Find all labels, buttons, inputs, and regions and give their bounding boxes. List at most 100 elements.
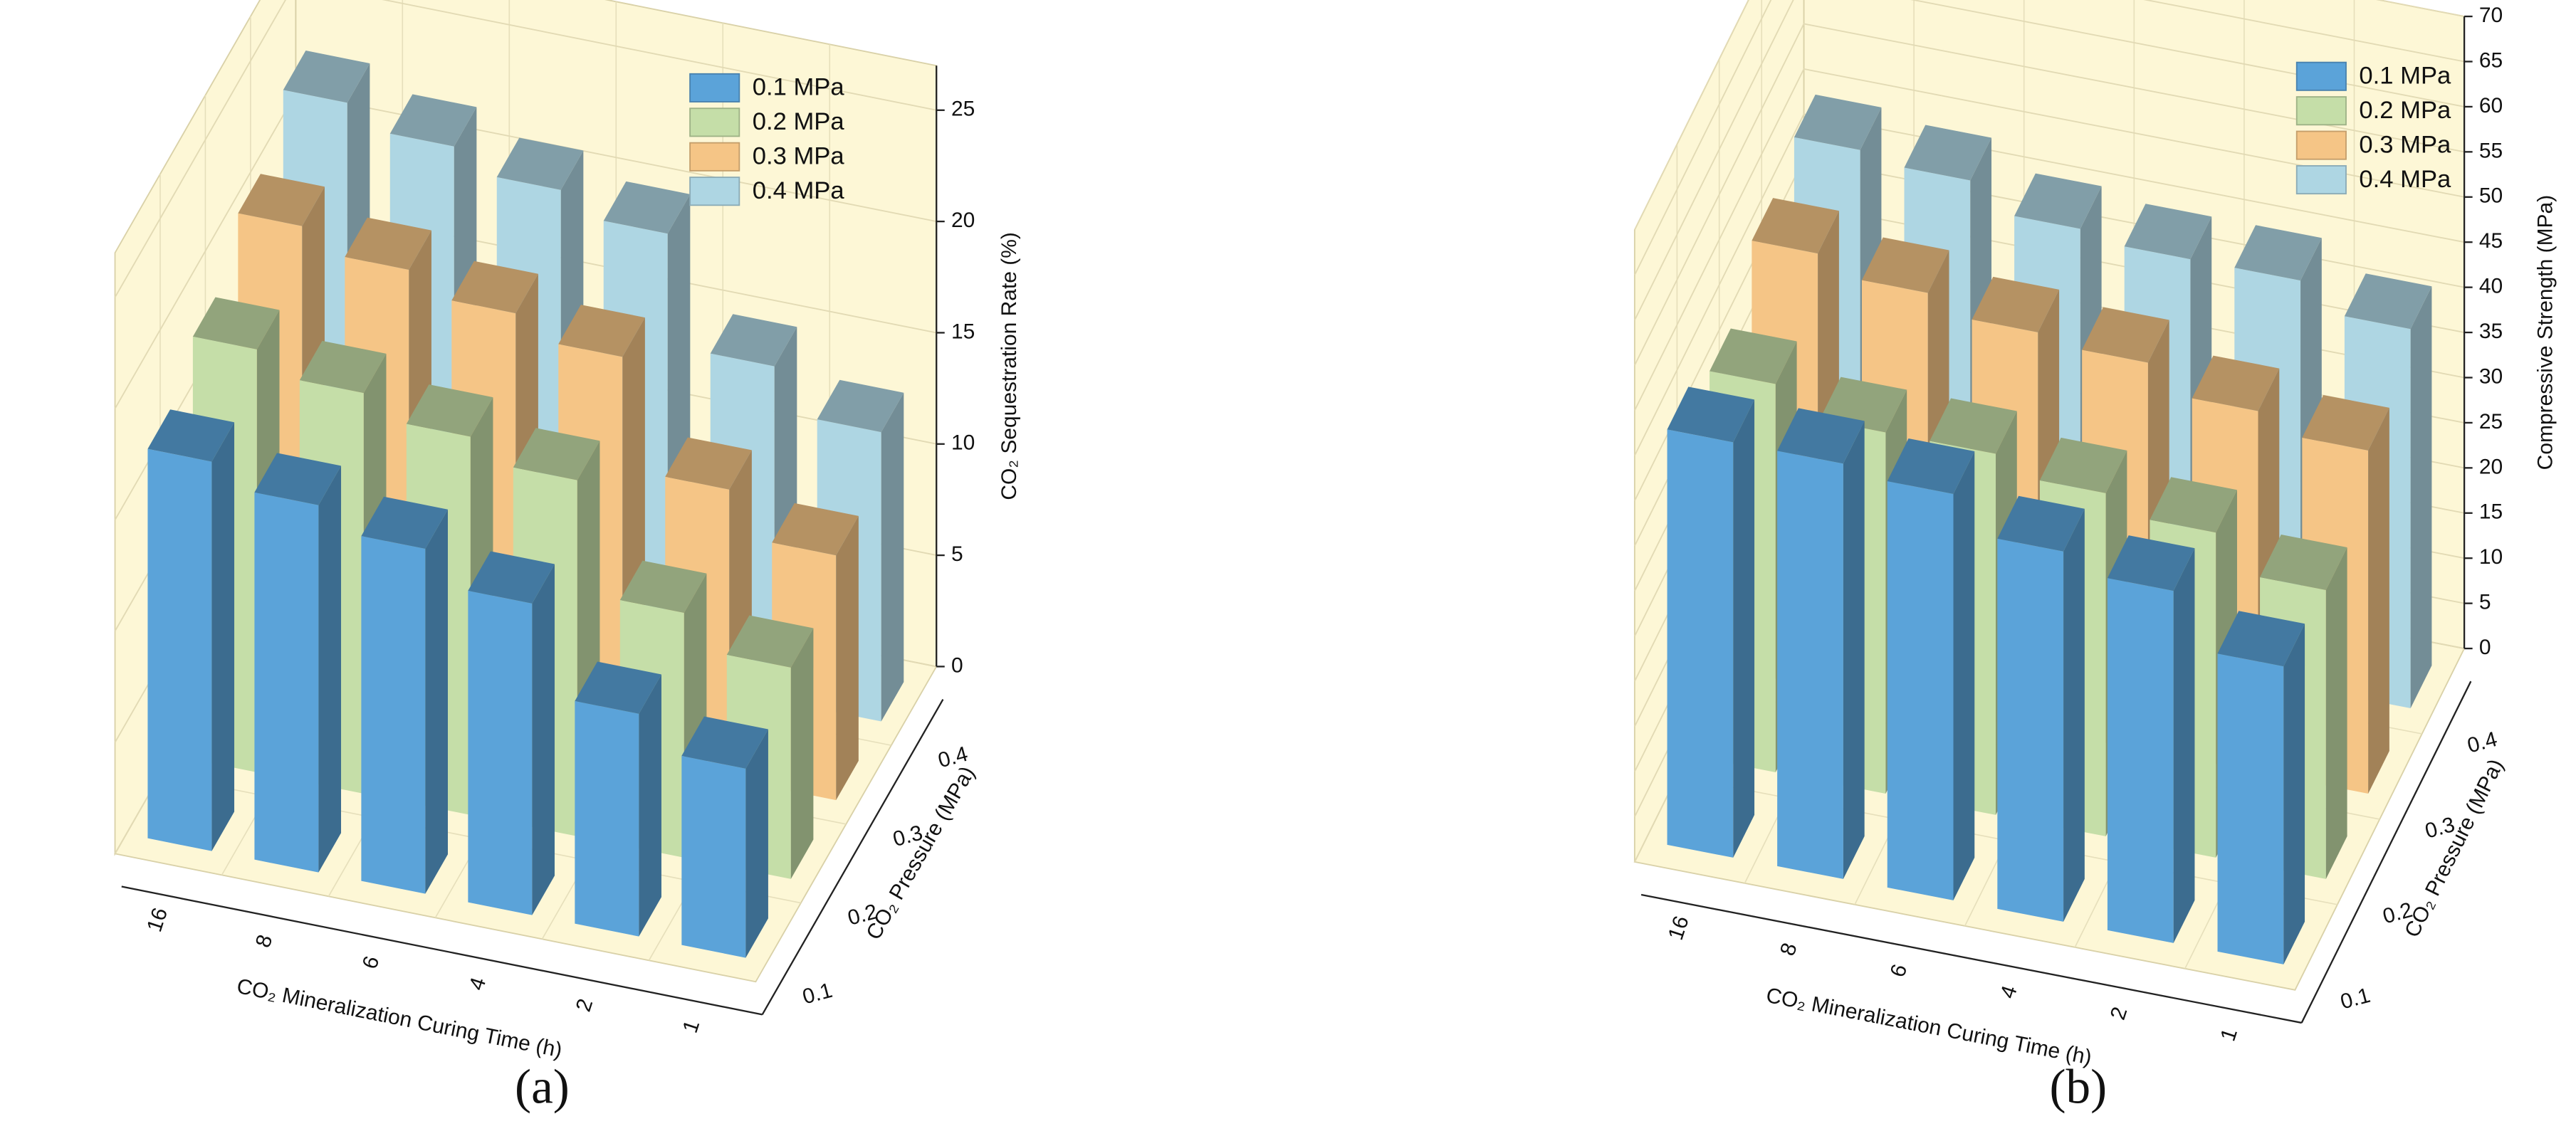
- x-axis-title: CO₂ Mineralization Curing Time (h): [235, 974, 564, 1063]
- legend-swatch: [689, 73, 740, 102]
- bar-top: [2124, 204, 2212, 260]
- bar-side: [639, 674, 661, 937]
- bar-top: [2082, 307, 2169, 363]
- x-tick-label: 1: [2216, 1026, 2243, 1044]
- z-axis: [761, 698, 944, 1015]
- bar-front: [254, 492, 319, 873]
- bar-top: [681, 716, 768, 769]
- y-tick-label: 30: [2479, 364, 2503, 388]
- bar-side: [211, 422, 235, 851]
- bar-top: [2192, 355, 2280, 411]
- bar-side: [836, 515, 859, 801]
- bar-top: [1930, 398, 2017, 454]
- bar-front: [1667, 429, 1734, 858]
- bar-top: [665, 437, 752, 490]
- y-axis-title: Compressive Strength (MPa): [2533, 195, 2557, 470]
- x-axis: [1640, 893, 2302, 1024]
- bar-top: [2344, 273, 2432, 330]
- y-tick-label: 0: [2479, 636, 2491, 659]
- bar-top: [389, 94, 477, 147]
- y-tick-label: 10: [2479, 545, 2503, 569]
- bar-side: [532, 564, 555, 915]
- bar-top: [451, 261, 538, 314]
- bar-front: [575, 700, 639, 937]
- z-tick-label: 0.1: [2338, 984, 2373, 1014]
- bar-top: [575, 661, 661, 714]
- y-tick-label: 25: [951, 98, 975, 121]
- bar-top: [147, 409, 235, 462]
- bar-top: [2260, 534, 2347, 590]
- x-tick-label: 6: [358, 953, 384, 972]
- bar-top: [1887, 438, 1975, 495]
- bar-front: [2107, 578, 2174, 943]
- y-tick-label: 45: [2479, 229, 2503, 253]
- y-tick-label: 10: [951, 431, 975, 455]
- bar-front: [1997, 538, 2064, 922]
- bar-side: [745, 729, 768, 958]
- bar-side: [2368, 407, 2389, 794]
- bar-top: [772, 503, 859, 556]
- bar-front: [1887, 481, 1954, 900]
- bar-side: [2063, 508, 2085, 922]
- x-tick-label: 8: [251, 932, 278, 950]
- bar-top: [1777, 408, 1865, 464]
- bar-top: [726, 615, 814, 668]
- y-tick-label: 15: [2479, 500, 2503, 524]
- z-axis-title: CO₂ Pressure (MPa): [2400, 755, 2508, 941]
- x-tick-label: 4: [465, 974, 491, 993]
- legend-label: 0.4 MPa: [2359, 166, 2451, 193]
- grid-line: [1634, 0, 2465, 321]
- bar-front: [2217, 653, 2284, 964]
- x-axis-title: CO₂ Mineralization Curing Time (h): [1764, 984, 2094, 1070]
- bar-front: [361, 536, 426, 894]
- bar-top: [406, 384, 493, 437]
- legend-swatch: [2295, 165, 2347, 195]
- x-axis: [121, 885, 763, 1016]
- y-tick-label: 0: [951, 653, 963, 677]
- x-tick-label: 1: [679, 1017, 705, 1036]
- bar-top: [345, 217, 431, 270]
- legend-swatch: [2295, 61, 2347, 91]
- bar-top: [254, 453, 342, 505]
- grid-line: [1634, 68, 2465, 411]
- bar-top: [603, 181, 691, 234]
- y-tick-label: 15: [951, 320, 975, 343]
- panel: 0 5 10 15 20 25 30 35 40 45 50 55 60 65 70 16 8 6 4 2 1 0.1 0.…: [1633, 0, 2557, 1114]
- bar-side: [318, 466, 342, 873]
- z-axis-title: CO₂ Pressure (MPa): [862, 762, 979, 944]
- legend-label: 0.3 MPa: [753, 143, 845, 170]
- bar-side: [1843, 421, 1865, 879]
- bar-top: [1667, 387, 1755, 443]
- bar-front: [1777, 451, 1843, 879]
- bar-side: [2173, 548, 2195, 943]
- legend-label: 0.4 MPa: [753, 177, 845, 204]
- panel-label: (a): [515, 1059, 570, 1114]
- legend-swatch: [2295, 96, 2347, 126]
- bar-top: [1752, 198, 1839, 254]
- panel-label: (b): [2050, 1059, 2108, 1114]
- bar-top: [496, 137, 584, 190]
- bar-side: [2325, 547, 2347, 879]
- y-tick-label: 5: [951, 542, 963, 566]
- x-tick-label: 2: [572, 996, 598, 1014]
- bar-top: [2150, 477, 2237, 533]
- bar-top: [283, 51, 370, 103]
- bar-top: [2107, 535, 2195, 591]
- z-tick-label: 0.4: [2465, 727, 2500, 758]
- bar-top: [2217, 611, 2305, 667]
- bar-top: [1861, 237, 1949, 293]
- bar-top: [361, 496, 448, 550]
- bar-top: [1904, 125, 1992, 181]
- bar-top: [192, 297, 280, 349]
- bar-top: [299, 340, 387, 394]
- bar-front: [681, 755, 746, 958]
- legend-label: 0.1 MPa: [753, 74, 845, 101]
- grid-line: [1634, 0, 2465, 231]
- bar-side: [1733, 399, 1755, 858]
- x-tick-label: 2: [2106, 1004, 2132, 1023]
- y-tick-label: 20: [951, 209, 975, 232]
- y-tick-label: 65: [2479, 48, 2503, 72]
- grid-line: [1634, 23, 2465, 366]
